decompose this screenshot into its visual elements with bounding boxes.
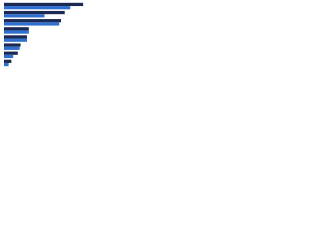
bar bbox=[4, 2, 84, 7]
bar bbox=[4, 62, 9, 67]
bar bbox=[4, 19, 62, 23]
bar bbox=[4, 46, 20, 50]
bar bbox=[4, 10, 65, 15]
bar bbox=[4, 38, 27, 42]
bar bbox=[4, 22, 60, 26]
bar bbox=[4, 6, 71, 10]
bar bbox=[4, 30, 29, 34]
bar bbox=[4, 35, 27, 39]
bar bbox=[4, 54, 14, 59]
chart bbox=[4, 2, 84, 67]
bar bbox=[4, 51, 18, 55]
bar bbox=[4, 27, 29, 31]
bar bbox=[4, 59, 12, 63]
bar bbox=[4, 43, 21, 47]
bar bbox=[4, 14, 45, 18]
